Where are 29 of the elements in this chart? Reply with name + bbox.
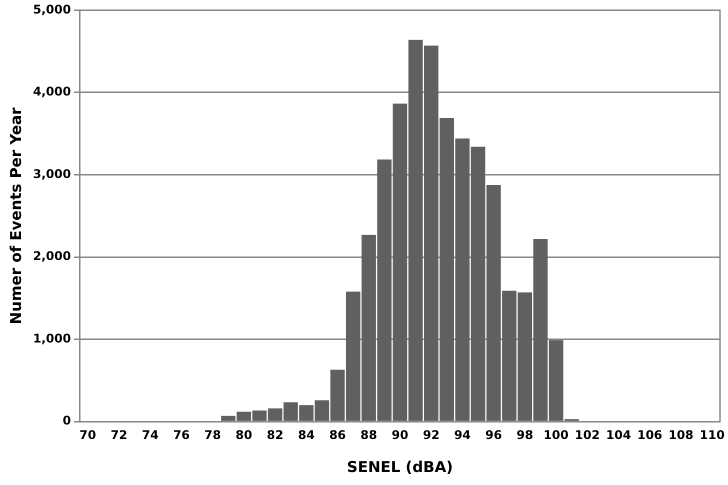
x-tick-label: 86 xyxy=(329,428,346,442)
x-tick-label: 92 xyxy=(422,428,440,442)
x-tick-label: 84 xyxy=(298,428,315,442)
x-tick-label: 88 xyxy=(360,428,378,442)
x-tick-label: 90 xyxy=(392,428,408,442)
y-tick-label: 1,000 xyxy=(32,331,71,346)
y-tick-label: 4,000 xyxy=(32,84,71,99)
y-tick-label: 5,000 xyxy=(32,2,71,16)
x-tick-label: 110 xyxy=(700,428,725,442)
y-tick-label: 3,000 xyxy=(32,166,71,181)
x-tick-label: 82 xyxy=(266,428,284,442)
y-axis-title: Numer of Events Per Year xyxy=(6,106,25,324)
x-tick-label: 76 xyxy=(173,428,190,442)
x-tick-label: 70 xyxy=(79,428,96,442)
x-tick-label: 100 xyxy=(544,428,569,442)
x-tick-label: 98 xyxy=(516,428,534,442)
y-tick-label: 0 xyxy=(62,414,71,428)
x-tick-label: 106 xyxy=(637,428,662,442)
x-tick-label: 102 xyxy=(574,428,600,442)
x-tick-label: 94 xyxy=(454,428,471,442)
x-tick-label: 96 xyxy=(485,428,502,442)
y-tick-label: 2,000 xyxy=(32,249,71,264)
x-tick-label: 104 xyxy=(606,428,632,442)
x-axis-title: SENEL (dBA) xyxy=(346,458,454,476)
x-tick-label: 80 xyxy=(236,428,252,442)
x-tick-label: 74 xyxy=(142,428,159,442)
x-tick-label: 78 xyxy=(204,428,221,442)
x-tick-label: 72 xyxy=(110,428,128,442)
x-tick-label: 108 xyxy=(668,428,694,442)
